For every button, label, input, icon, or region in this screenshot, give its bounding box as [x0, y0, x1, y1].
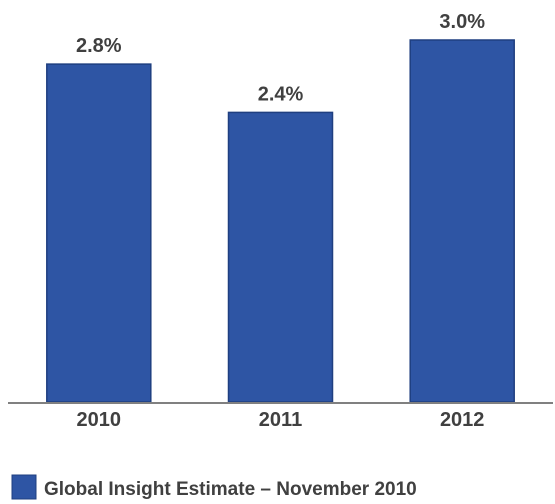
- legend-label: Global Insight Estimate – November 2010: [44, 479, 417, 500]
- bars-group: [46, 39, 515, 403]
- bar-2012: [409, 39, 515, 403]
- legend: Global Insight Estimate – November 2010: [11, 474, 417, 500]
- x-tick-label-2011: 2011: [259, 409, 302, 431]
- x-tick-labels-group: 2010 2011 2012: [77, 409, 485, 431]
- value-label-2011: 2.4%: [258, 83, 304, 105]
- value-label-2010: 2.8%: [76, 35, 122, 57]
- legend-swatch: [11, 474, 37, 500]
- x-tick-label-2012: 2012: [440, 409, 485, 431]
- bar-2010: [46, 63, 152, 403]
- x-tick-label-2010: 2010: [77, 409, 122, 431]
- bar-2011: [227, 111, 334, 403]
- value-labels-group: 2.8% 2.4% 3.0%: [76, 11, 485, 105]
- value-label-2012: 3.0%: [439, 11, 485, 33]
